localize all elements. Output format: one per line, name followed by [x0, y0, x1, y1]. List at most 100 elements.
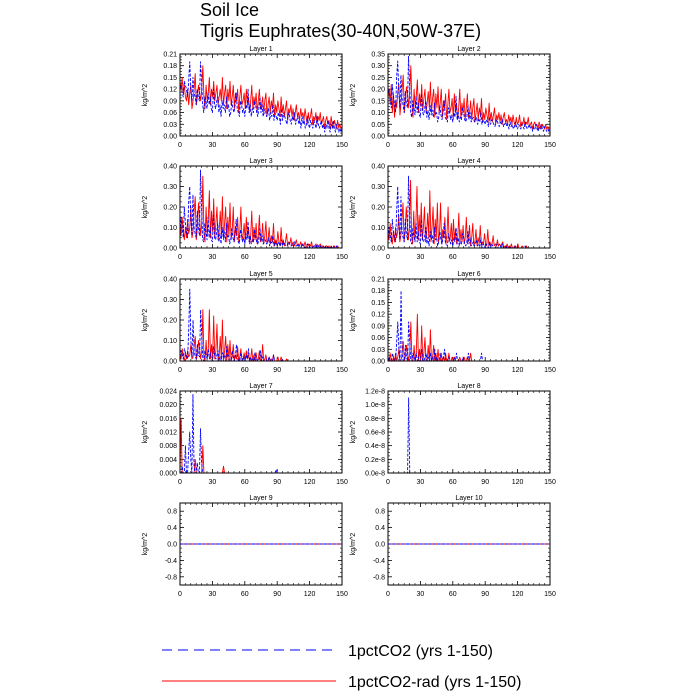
legend-label: 1pctCO2-rad (yrs 1-150): [348, 674, 521, 691]
y-tick-label: 0.03: [371, 347, 385, 354]
x-tick-label: 30: [417, 479, 425, 486]
panel-5: Layer 5 kg/m^2 0.00 0.10 0.20 0.30 0.40 0 30 60 90…: [142, 271, 348, 374]
y-tick-label: 0.20: [371, 205, 385, 212]
x-tick-label: 150: [336, 591, 348, 598]
panel-frame: [179, 278, 343, 362]
series-1pctco2-line: [387, 55, 551, 132]
y-tick-label: 0.20: [163, 205, 177, 212]
legend: 1pctCO2 (yrs 1-150) 1pctCO2-rad (yrs 1-15…: [162, 643, 521, 691]
x-tick-label: 90: [481, 367, 489, 374]
x-tick-label: 0: [178, 142, 182, 149]
x-tick-label: 60: [449, 254, 457, 261]
panel-frame: [387, 390, 551, 474]
panel-frame: [179, 390, 343, 474]
panel-7: Layer 7 kg/m^2 0.000 0.004 0.008 0.012 0.016 0.…: [142, 383, 348, 486]
x-tick-label: 30: [209, 254, 217, 261]
x-tick-label: 30: [209, 591, 217, 598]
series-1pctco2-line: [387, 290, 550, 362]
x-tick-label: 90: [273, 591, 281, 598]
y-tick-label: 0.4: [375, 525, 385, 532]
y-tick-label: 0.30: [163, 184, 177, 191]
y-axis-label: kg/m^2: [350, 309, 357, 331]
y-axis-label: kg/m^2: [350, 84, 357, 106]
x-tick-label: 30: [417, 254, 425, 261]
series-1pctco2-line: [179, 169, 342, 249]
x-tick-label: 30: [209, 142, 217, 149]
panel-8: Layer 8 kg/m^2 0.0e-8 0.2e-8 0.4e-8 0.6e-8 0.8…: [350, 383, 556, 486]
y-tick-label: 0.10: [163, 338, 177, 345]
y-tick-label: 0.18: [163, 63, 177, 70]
y-tick-label: 0.40: [163, 277, 177, 284]
y-axis-label: kg/m^2: [350, 196, 357, 218]
x-tick-label: 0: [178, 367, 182, 374]
panel-9: Layer 9 kg/m^2 -0.8 -0.4 0.0 0.4 0.8 0 30 60 90 120…: [142, 495, 348, 598]
panel-title: Layer 5: [249, 271, 272, 278]
x-tick-label: 150: [544, 254, 556, 261]
y-axis-label: kg/m^2: [142, 421, 149, 443]
y-tick-label: 0.008: [159, 443, 177, 450]
series-1pctco2-rad-line: [179, 417, 342, 474]
y-tick-label: 0.06: [371, 335, 385, 342]
x-tick-label: 150: [336, 367, 348, 374]
panel-title: Layer 2: [457, 46, 480, 53]
panel-10: Layer 10 kg/m^2 -0.8 -0.4 0.0 0.4 0.8 0 30 60 90 12…: [350, 495, 556, 598]
y-tick-label: 0.024: [159, 389, 177, 396]
legend-label: 1pctCO2 (yrs 1-150): [348, 643, 493, 660]
series-1pctco2-line: [388, 397, 550, 474]
y-tick-label: 0.004: [159, 457, 177, 464]
panel-2: Layer 2 kg/m^2 0.00 0.05 0.10 0.15 0.20 0.25 0.3…: [350, 46, 556, 149]
panel-frame: [179, 165, 343, 249]
x-tick-label: 90: [481, 142, 489, 149]
x-tick-label: 30: [417, 591, 425, 598]
x-tick-label: 150: [336, 142, 348, 149]
y-tick-label: 0.000: [159, 471, 177, 478]
x-tick-label: 120: [304, 479, 316, 486]
panel-title: Layer 9: [249, 495, 272, 502]
series-1pctco2-line: [179, 288, 342, 362]
y-axis-label: kg/m^2: [142, 84, 149, 106]
y-tick-label: 0.18: [371, 288, 385, 295]
x-tick-label: 120: [304, 254, 316, 261]
x-tick-label: 90: [481, 479, 489, 486]
y-axis-label: kg/m^2: [142, 196, 149, 218]
x-tick-label: 120: [512, 142, 524, 149]
y-tick-label: 0.30: [371, 184, 385, 191]
panel-3: Layer 3 kg/m^2 0.00 0.10 0.20 0.30 0.40 0 30 60 90…: [142, 158, 348, 261]
y-tick-label: 0.15: [163, 75, 177, 82]
y-tick-label: 0.2e-8: [365, 457, 385, 464]
y-axis-label: kg/m^2: [350, 421, 357, 443]
y-tick-label: 0.012: [159, 430, 177, 437]
x-tick-label: 90: [273, 142, 281, 149]
y-axis-label: kg/m^2: [350, 533, 357, 555]
x-tick-label: 120: [512, 254, 524, 261]
x-tick-label: 60: [241, 367, 249, 374]
y-tick-label: 0.21: [371, 277, 385, 284]
y-tick-label: 0.15: [371, 300, 385, 307]
chart-subtitle: Tigris Euphrates(30-40N,50W-37E): [200, 21, 482, 41]
y-tick-label: 1.0e-8: [365, 402, 385, 409]
y-tick-label: 0.10: [371, 225, 385, 232]
y-tick-label: 0.15: [371, 98, 385, 105]
y-tick-label: 0.09: [371, 323, 385, 330]
x-tick-label: 120: [304, 367, 316, 374]
x-tick-label: 150: [544, 142, 556, 149]
x-tick-label: 150: [336, 479, 348, 486]
x-tick-label: 30: [417, 142, 425, 149]
x-tick-label: 120: [304, 142, 316, 149]
panel-1: Layer 1 kg/m^2 0.00 0.03 0.06 0.09 0.12 0.15 0.1…: [142, 46, 348, 149]
panel-4: Layer 4 kg/m^2 0.00 0.10 0.20 0.30 0.40 0 30 60 90…: [350, 158, 556, 261]
y-tick-label: 0.05: [371, 122, 385, 129]
y-tick-label: -0.8: [373, 574, 385, 581]
series-1pctco2-line: [179, 61, 343, 133]
y-tick-label: 0.30: [163, 297, 177, 304]
x-tick-label: 0: [386, 367, 390, 374]
x-tick-label: 0: [178, 254, 182, 261]
x-tick-label: 0: [386, 591, 390, 598]
x-tick-label: 0: [386, 142, 390, 149]
panel-title: Layer 8: [457, 383, 480, 390]
y-tick-label: 0.0e-8: [365, 471, 385, 478]
x-tick-label: 90: [481, 254, 489, 261]
y-tick-label: 0.8: [167, 509, 177, 516]
panel-frame: [387, 165, 551, 249]
